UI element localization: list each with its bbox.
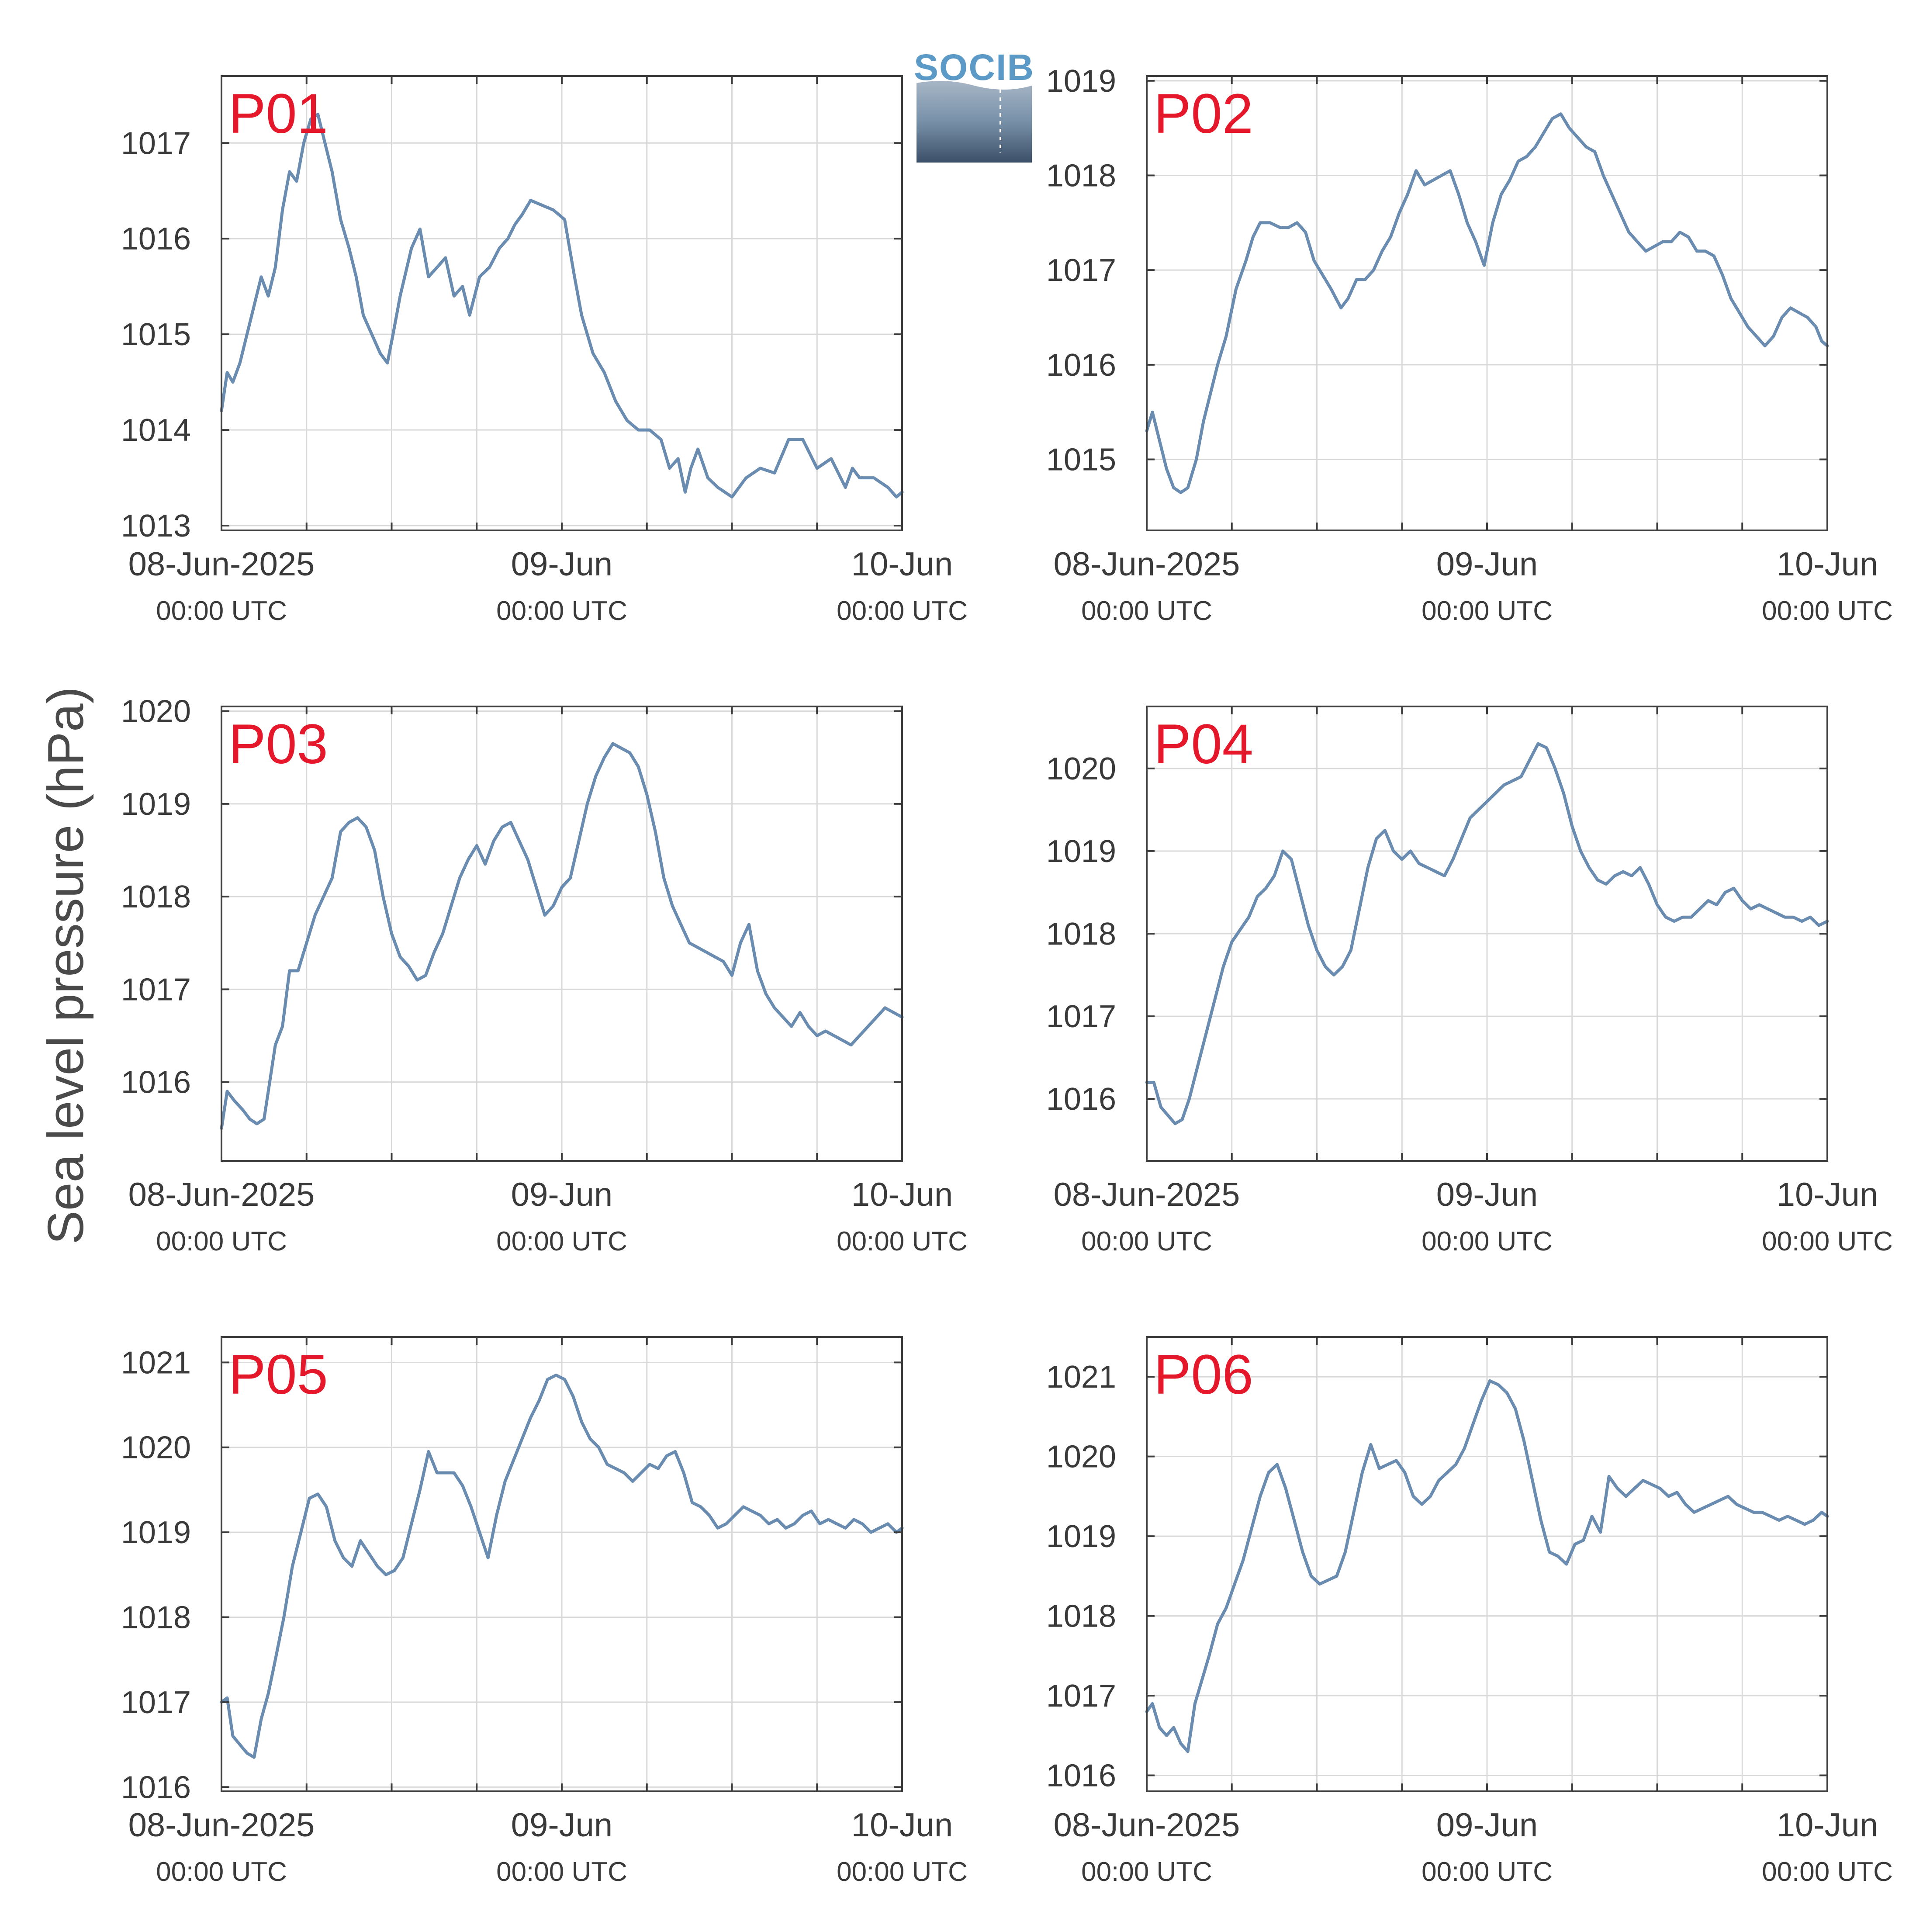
y-tick-label: 1016 — [1046, 1082, 1116, 1117]
panel-p04: 1016 1017 1018 1019 1020 08-Jun-2025 00:00 UTC… — [1046, 706, 1893, 1257]
x-tick-sublabel: 00:00 UTC — [156, 596, 287, 626]
y-tick-label: 1015 — [121, 317, 191, 352]
x-tick-sublabel: 00:00 UTC — [1762, 1226, 1893, 1257]
x-tick-label: 09-Jun — [1436, 546, 1538, 583]
y-tick-label: 1020 — [1046, 751, 1116, 786]
series-line-p02 — [1145, 112, 1829, 494]
y-tick-label: 1018 — [1046, 159, 1116, 194]
x-tick-label: 08-Jun-2025 — [1054, 1176, 1240, 1213]
y-tick-label: 1018 — [121, 879, 191, 914]
x-tick-sublabel: 00:00 UTC — [156, 1857, 287, 1887]
panel-label-p04: P04 — [1154, 713, 1253, 776]
panel-p02: 1015 1016 1017 1018 1019 08-Jun-2025 00:00 UTC… — [1046, 64, 1893, 626]
x-tick-label: 09-Jun — [511, 546, 612, 583]
x-tick-sublabel: 00:00 UTC — [837, 1857, 968, 1887]
x-tick-sublabel: 00:00 UTC — [496, 596, 627, 626]
y-tick-label: 1021 — [1046, 1360, 1116, 1395]
panel-label-p05: P05 — [228, 1343, 328, 1406]
series-line-p05 — [220, 1374, 904, 1759]
x-tick-sublabel: 00:00 UTC — [1762, 1857, 1893, 1887]
series-line-p01 — [220, 113, 904, 499]
x-tick-sublabel: 00:00 UTC — [1081, 596, 1212, 626]
x-tick-label: 08-Jun-2025 — [128, 1807, 315, 1844]
y-tick-label: 1016 — [1046, 348, 1116, 383]
panel-label-p03: P03 — [228, 713, 328, 776]
x-tick-label: 09-Jun — [1436, 1807, 1538, 1844]
x-tick-sublabel: 00:00 UTC — [496, 1226, 627, 1257]
x-tick-label: 10-Jun — [851, 546, 953, 583]
y-tick-label: 1017 — [121, 972, 191, 1007]
x-tick-label: 10-Jun — [851, 1807, 953, 1844]
y-tick-label: 1013 — [121, 509, 191, 544]
x-tick-sublabel: 00:00 UTC — [1081, 1226, 1212, 1257]
y-tick-label: 1018 — [121, 1600, 191, 1635]
y-tick-label: 1017 — [1046, 999, 1116, 1034]
panel-label-p06: P06 — [1154, 1343, 1253, 1406]
x-tick-sublabel: 00:00 UTC — [156, 1226, 287, 1257]
x-tick-label: 10-Jun — [851, 1176, 953, 1213]
x-tick-label: 08-Jun-2025 — [1054, 1807, 1240, 1844]
x-tick-label: 10-Jun — [1777, 1807, 1878, 1844]
x-tick-label: 08-Jun-2025 — [1054, 546, 1240, 583]
y-tick-label: 1018 — [1046, 917, 1116, 952]
x-tick-sublabel: 00:00 UTC — [1081, 1857, 1212, 1887]
x-tick-sublabel: 00:00 UTC — [837, 1226, 968, 1257]
x-tick-label: 09-Jun — [511, 1807, 612, 1844]
panel-p06: 1016 1017 1018 1019 1020 1021 08-Jun-2025 00:00… — [1046, 1336, 1893, 1887]
y-tick-label: 1016 — [121, 222, 191, 256]
y-tick-label: 1016 — [121, 1770, 191, 1805]
y-tick-label: 1020 — [121, 1430, 191, 1465]
y-tick-label: 1015 — [1046, 443, 1116, 478]
y-tick-label: 1018 — [1046, 1599, 1116, 1634]
x-tick-label: 09-Jun — [511, 1176, 612, 1213]
y-tick-label: 1016 — [121, 1065, 191, 1100]
y-tick-label: 1017 — [1046, 1679, 1116, 1714]
x-tick-label: 08-Jun-2025 — [128, 546, 315, 583]
shared-y-axis-label: Sea level pressure (hPa) — [37, 687, 94, 1245]
y-tick-label: 1014 — [121, 413, 191, 448]
x-tick-sublabel: 00:00 UTC — [1421, 596, 1553, 626]
y-tick-label: 1019 — [1046, 1519, 1116, 1554]
y-tick-label: 1016 — [1046, 1759, 1116, 1794]
x-tick-sublabel: 00:00 UTC — [1421, 1857, 1553, 1887]
y-tick-label: 1017 — [121, 126, 191, 161]
panel-p01: 1013 1014 1015 1016 1017 08-Jun-2025 00:00 UTC… — [121, 75, 968, 626]
y-tick-label: 1019 — [1046, 64, 1116, 99]
panel-label-p02: P02 — [1154, 83, 1253, 145]
series-line-p06 — [1145, 1379, 1829, 1753]
x-tick-sublabel: 00:00 UTC — [1762, 596, 1893, 626]
y-tick-label: 1020 — [1046, 1440, 1116, 1475]
x-tick-label: 09-Jun — [1436, 1176, 1538, 1213]
y-tick-label: 1021 — [121, 1345, 191, 1380]
series-line-p03 — [220, 742, 904, 1130]
socib-logo-text: SOCIB — [914, 47, 1034, 88]
y-tick-label: 1020 — [121, 694, 191, 729]
panel-label-p01: P01 — [228, 83, 328, 145]
socib-logo: SOCIB — [914, 47, 1034, 163]
x-tick-sublabel: 00:00 UTC — [496, 1857, 627, 1887]
series-line-p04 — [1145, 742, 1829, 1125]
x-tick-label: 10-Jun — [1777, 1176, 1878, 1213]
y-tick-label: 1019 — [121, 1515, 191, 1550]
x-tick-label: 10-Jun — [1777, 546, 1878, 583]
x-tick-sublabel: 00:00 UTC — [1421, 1226, 1553, 1257]
panels-container: 1013 1014 1015 1016 1017 08-Jun-2025 00:00 UTC… — [121, 64, 1893, 1887]
y-tick-label: 1019 — [1046, 834, 1116, 869]
y-tick-label: 1019 — [121, 787, 191, 822]
y-tick-label: 1017 — [121, 1685, 191, 1720]
x-tick-sublabel: 00:00 UTC — [837, 596, 968, 626]
panel-p03: 1016 1017 1018 1019 1020 08-Jun-2025 00:00 UTC… — [121, 694, 968, 1257]
panel-p05: 1016 1017 1018 1019 1020 1021 08-Jun-2025 00:00… — [121, 1336, 968, 1887]
x-tick-label: 08-Jun-2025 — [128, 1176, 315, 1213]
y-tick-label: 1017 — [1046, 253, 1116, 288]
